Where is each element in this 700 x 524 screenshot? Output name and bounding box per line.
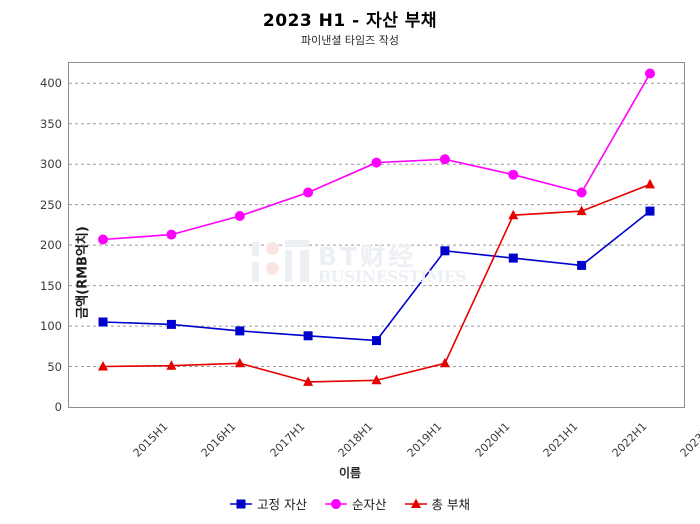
series-2 — [98, 178, 655, 386]
legend-item-2[interactable]: 총 부채 — [404, 494, 470, 513]
data-point — [98, 361, 108, 371]
chart-legend: 고정 자산 순자산 총 부채 — [0, 494, 700, 513]
y-tick-label: 200 — [40, 238, 62, 253]
data-point — [303, 187, 314, 198]
chart-subtitle: 파이낸셜 타임즈 작성 — [300, 34, 400, 47]
data-point — [645, 206, 655, 216]
y-tick-label: 400 — [40, 76, 62, 91]
data-point — [576, 187, 587, 198]
series-line — [102, 183, 651, 383]
x-tick-label: 2022H1 — [609, 420, 650, 460]
y-tick-label: 250 — [40, 197, 62, 212]
y-tick-label: 50 — [47, 359, 62, 374]
legend-item-1[interactable]: 순자산 — [324, 494, 387, 513]
data-point — [166, 360, 177, 370]
triangle-marker-icon — [404, 498, 427, 508]
legend-label: 총 부채 — [431, 497, 470, 512]
x-tick-label: 2021H1 — [540, 420, 581, 460]
data-point — [371, 157, 382, 168]
y-tick-label: 350 — [40, 116, 62, 131]
x-tick-label: 2018H1 — [335, 420, 376, 460]
data-point — [303, 331, 313, 341]
data-point — [508, 169, 519, 180]
y-tick-label: 300 — [40, 157, 62, 172]
data-point — [372, 336, 381, 346]
y-axis-tick-labels: 0 50 100 150 200 250 300 350 400 — [16, 62, 62, 414]
y-tick-label: 150 — [40, 278, 62, 293]
chart-title: 2023 H1 - 자산 부채 — [262, 11, 438, 31]
data-point — [234, 211, 245, 221]
y-tick-label: 0 — [54, 400, 62, 414]
x-axis-tick-labels: 2015H1 2016H1 2017H1 2018H1 2019H1 2020H1 2021… — [68, 414, 700, 464]
square-marker-icon — [230, 499, 252, 508]
x-tick-label: 2017H1 — [267, 420, 308, 460]
series-layer — [69, 68, 684, 386]
x-tick-label: 2020H1 — [472, 420, 513, 460]
legend-label: 순자산 — [351, 497, 387, 512]
x-tick-label: 2023H1 — [677, 420, 700, 460]
data-point — [98, 317, 108, 327]
series-0 — [98, 206, 655, 346]
series-1 — [98, 68, 655, 245]
data-point — [234, 357, 245, 368]
data-point — [577, 260, 587, 270]
data-point — [235, 326, 245, 336]
plot-area: 금액(RMB억치) — [68, 62, 685, 408]
x-axis-title: 이름 — [338, 466, 362, 480]
data-point — [166, 229, 177, 240]
data-point — [439, 357, 450, 368]
legend-label: 고정 자산 — [257, 497, 307, 512]
series-line — [102, 73, 651, 241]
circle-marker-icon — [324, 498, 347, 509]
data-point — [98, 234, 108, 245]
data-point — [508, 253, 518, 263]
legend-item-0[interactable]: 고정 자산 — [230, 494, 307, 513]
x-tick-label: 2015H1 — [130, 420, 171, 460]
data-point — [508, 209, 519, 220]
x-tick-label: 2016H1 — [199, 420, 239, 460]
data-point — [576, 205, 587, 216]
data-point — [645, 178, 655, 189]
data-point — [303, 376, 314, 386]
data-point — [166, 319, 176, 329]
data-point — [440, 246, 450, 256]
data-point — [645, 68, 655, 79]
data-point — [439, 154, 450, 165]
x-tick-label: 2019H1 — [404, 420, 444, 460]
data-point — [371, 374, 382, 385]
y-tick-label: 100 — [40, 319, 62, 334]
